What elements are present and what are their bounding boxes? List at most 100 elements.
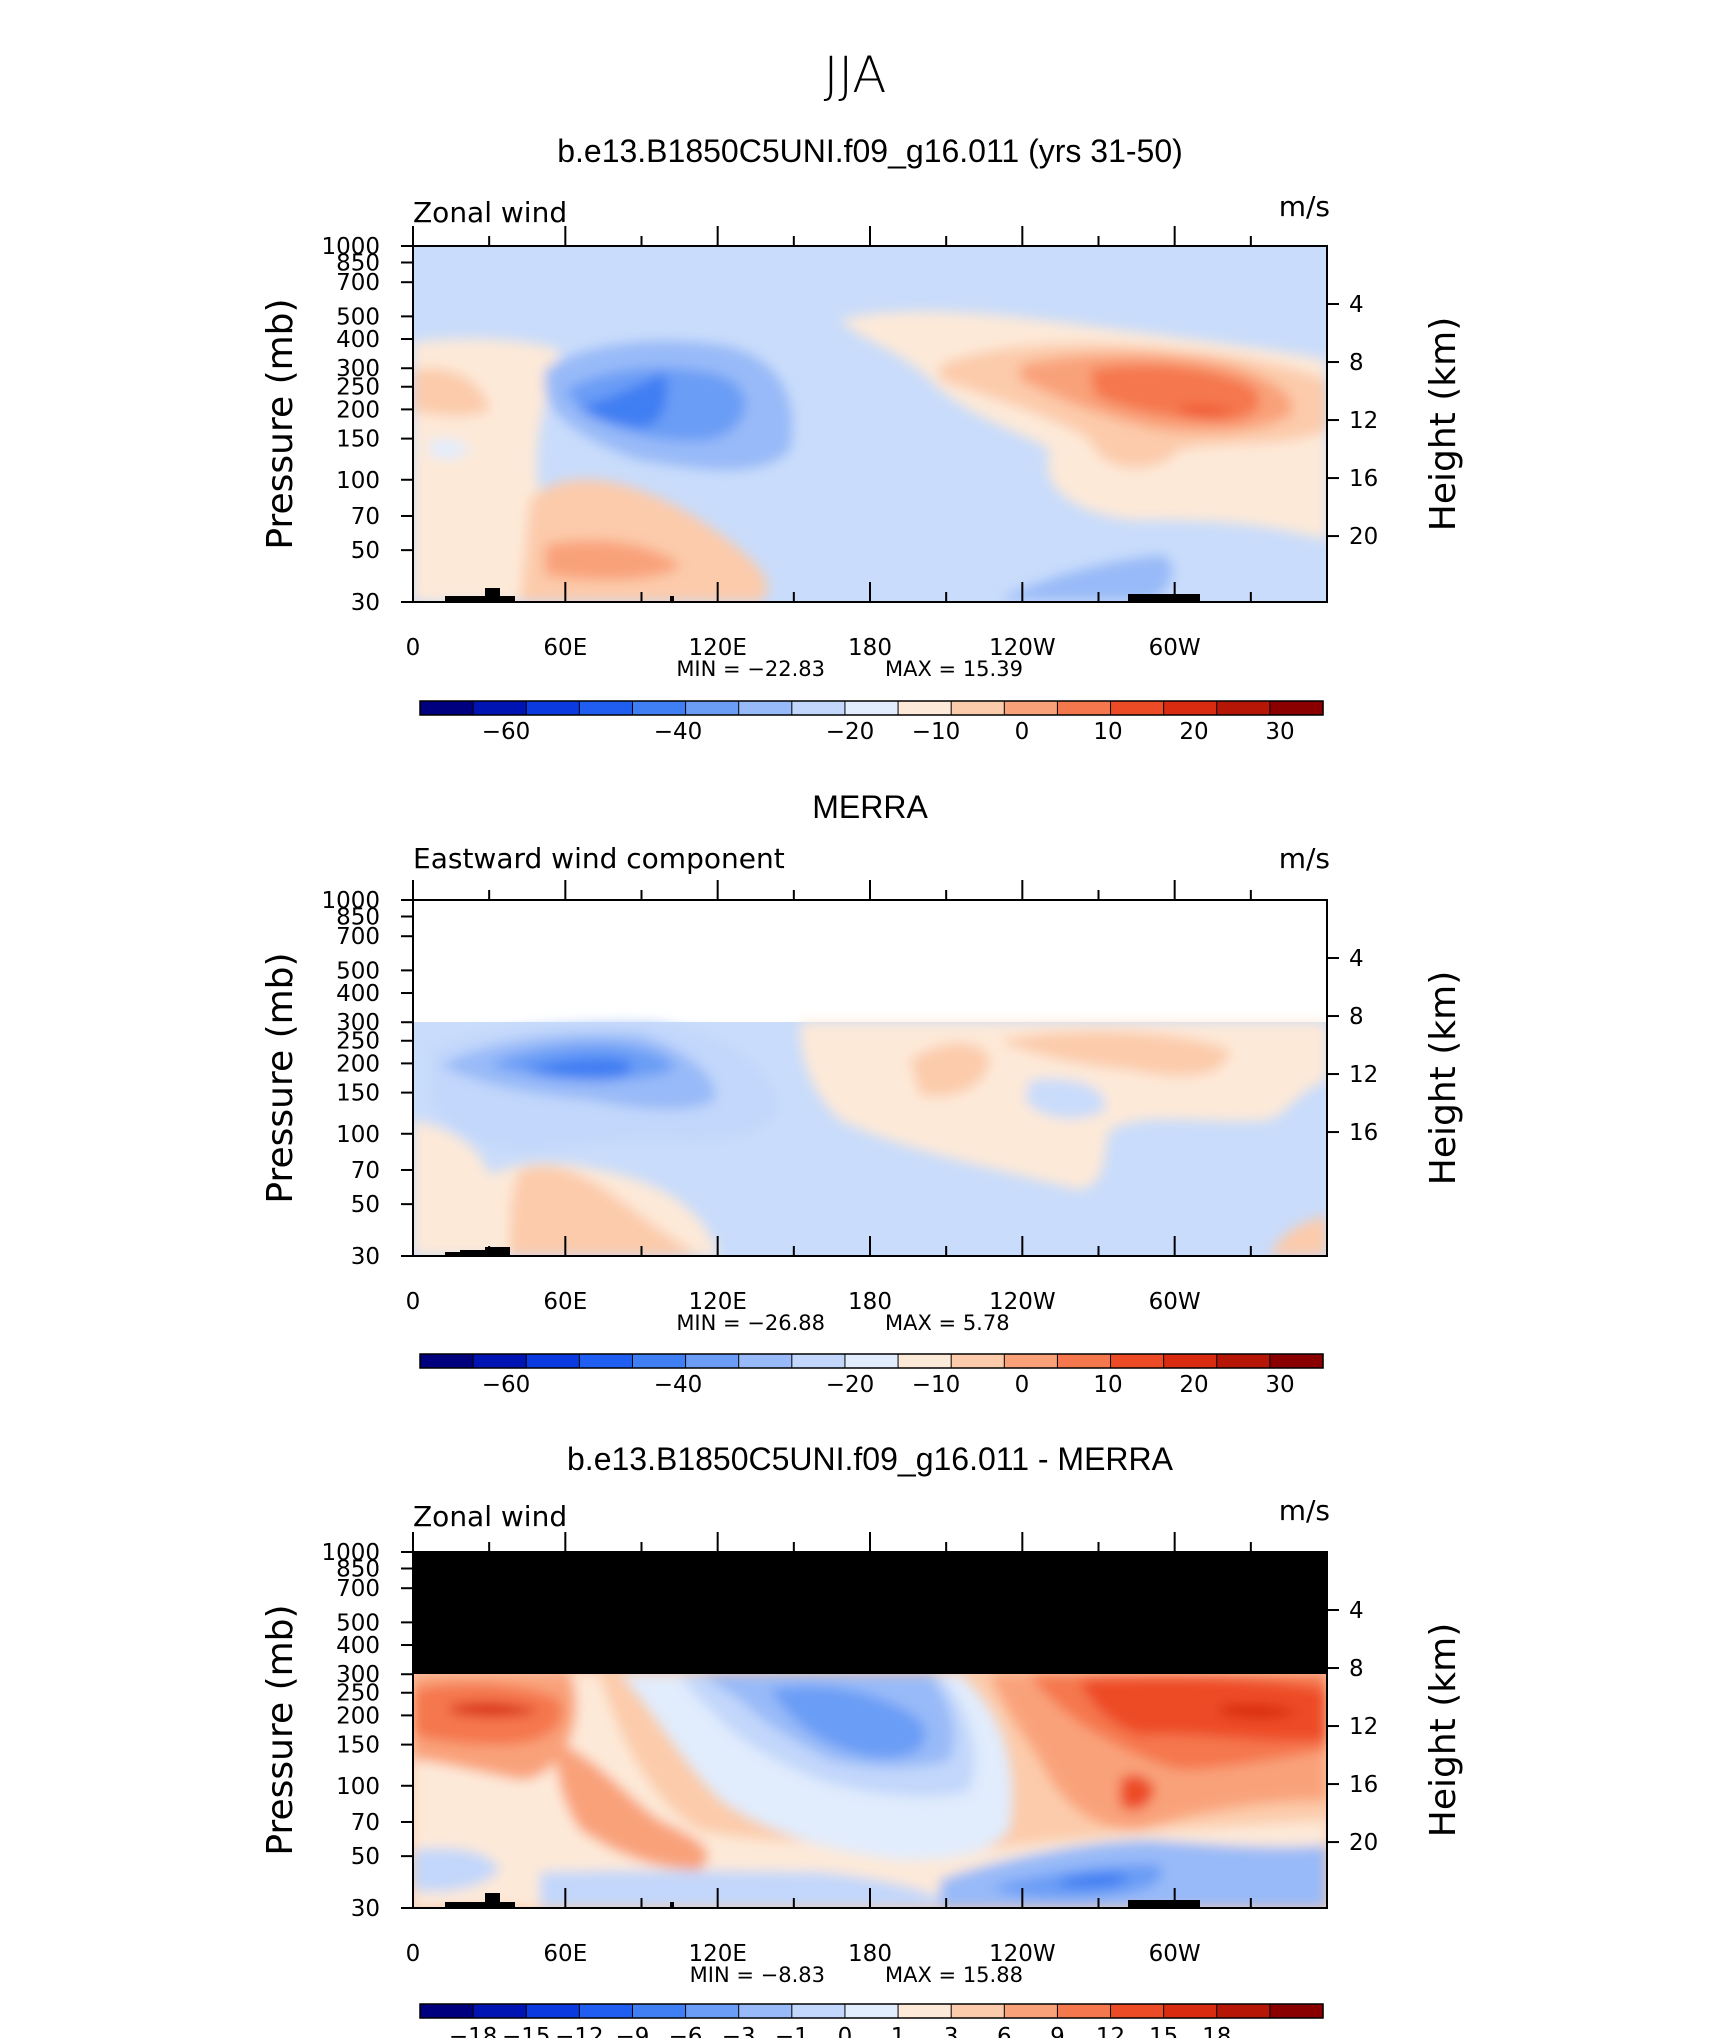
colorbar-swatch <box>1110 2004 1165 2018</box>
colorbar-swatch <box>738 701 793 715</box>
y-axis-right-label: Height (km) <box>1423 971 1464 1185</box>
x-tick-label: 120E <box>688 1941 746 1967</box>
panel-title: b.e13.B1850C5UNI.f09_g16.011 - MERRA <box>567 1441 1174 1477</box>
colorbar-label: 3 <box>944 2024 959 2038</box>
panel-model: b.e13.B1850C5UNI.f09_g16.011 (yrs 31-50)… <box>412 133 1330 603</box>
y-tick-label: 30 <box>351 1244 380 1270</box>
y-tick-label: 1000 <box>321 234 380 260</box>
colorbar-label: −20 <box>826 719 875 745</box>
y-right-tick-label: 16 <box>1349 1120 1378 1146</box>
y-right-tick-label: 12 <box>1349 1062 1378 1088</box>
colorbar-swatch <box>791 1354 846 1368</box>
y-tick-label: 50 <box>351 1844 380 1870</box>
colorbar-label: −10 <box>912 719 961 745</box>
colorbar-swatch <box>579 1354 634 1368</box>
y-axis-right-label: Height (km) <box>1423 1623 1464 1837</box>
colorbar-swatch <box>473 2004 527 2018</box>
colorbar-label: −3 <box>722 2024 756 2038</box>
colorbar-swatch <box>951 1354 1005 1368</box>
topography <box>445 1247 510 1256</box>
x-tick-label: 180 <box>848 1941 892 1967</box>
x-tick-label: 60W <box>1149 1289 1201 1315</box>
y-tick-label: 200 <box>336 1051 380 1077</box>
y-tick-label: 100 <box>336 1774 380 1800</box>
min-label: MIN = −26.88 <box>676 1311 825 1335</box>
y-right-tick-label: 8 <box>1349 350 1364 376</box>
y-tick-label: 300 <box>336 1010 380 1036</box>
colorbar-swatch <box>844 1354 899 1368</box>
colorbar-label: 1 <box>891 2024 906 2038</box>
colorbar-label: 0 <box>1015 1372 1030 1398</box>
y-axis-label: Pressure (mb) <box>260 298 301 549</box>
panel-title: MERRA <box>812 789 928 825</box>
y-tick-label: 50 <box>351 538 380 564</box>
y-right-tick-label: 12 <box>1349 1714 1378 1740</box>
colorbar-label: 9 <box>1050 2024 1065 2038</box>
colorbar-label: 15 <box>1149 2024 1178 2038</box>
colorbar-label: −6 <box>669 2024 703 2038</box>
y-axis-label: Pressure (mb) <box>260 952 301 1203</box>
y-tick-label: 500 <box>336 958 380 984</box>
colorbar-label: 0 <box>838 2024 853 2038</box>
colorbar-label: 10 <box>1093 1372 1122 1398</box>
x-tick-label: 60E <box>543 1941 587 1967</box>
axes-and-colorbars: 0 60E 120E 180 120W 60W3050701001502002503004… <box>260 226 1464 2042</box>
x-tick-label: 0 <box>406 635 421 661</box>
y-tick-label: 850 <box>336 1556 380 1582</box>
colorbar-swatch <box>951 701 1005 715</box>
y-tick-label: 150 <box>336 1733 380 1759</box>
y-tick-label: 150 <box>336 1081 380 1107</box>
max-label: MAX = 15.39 <box>885 657 1023 681</box>
colorbar-label: 0 <box>1015 719 1030 745</box>
colorbar-swatch <box>1057 2004 1112 2018</box>
units-label: m/s <box>1279 1494 1330 1527</box>
colorbar-label: −10 <box>912 1372 961 1398</box>
colorbar-label: −9 <box>616 2024 650 2038</box>
colorbar-swatch <box>473 1354 527 1368</box>
colorbar-swatch <box>1216 701 1271 715</box>
colorbar-swatch <box>844 701 899 715</box>
colorbar-swatch <box>632 1354 687 1368</box>
colorbar-swatch <box>1269 1354 1324 1368</box>
colorbar-swatch <box>1163 2004 1218 2018</box>
y-right-tick-label: 20 <box>1349 1830 1378 1856</box>
colorbar-swatch <box>632 701 687 715</box>
variable-label: Zonal wind <box>413 196 567 229</box>
colorbar-swatch <box>685 2004 740 2018</box>
units-label: m/s <box>1279 190 1330 223</box>
y-right-tick-label: 4 <box>1349 292 1364 318</box>
y-tick-label: 30 <box>351 1896 380 1922</box>
colorbar-swatch <box>951 2004 1005 2018</box>
colorbar-swatch <box>738 1354 793 1368</box>
x-tick-label: 120W <box>989 635 1056 661</box>
colorbar-swatch <box>1004 701 1059 715</box>
x-tick-label: 60E <box>543 1289 587 1315</box>
min-label: MIN = −8.83 <box>690 1963 825 1987</box>
y-right-tick-label: 16 <box>1349 466 1378 492</box>
contour-plot <box>412 1551 1328 1909</box>
colorbar-swatch <box>791 2004 846 2018</box>
colorbar-label: 20 <box>1179 719 1208 745</box>
colorbar-label: −18 <box>449 2024 498 2038</box>
x-tick-label: 60W <box>1149 635 1201 661</box>
colorbar-label: −40 <box>654 719 703 745</box>
contour-fills <box>413 1021 1327 1256</box>
colorbar-label: −15 <box>502 2024 551 2038</box>
colorbar-swatch <box>685 1354 740 1368</box>
y-tick-label: 100 <box>336 1122 380 1148</box>
contour-plot <box>412 899 1328 1257</box>
y-right-tick-label: 8 <box>1349 1656 1364 1682</box>
colorbar-label: 6 <box>997 2024 1012 2038</box>
colorbar-swatch <box>844 2004 899 2018</box>
colorbar-swatch <box>898 701 952 715</box>
x-tick-label: 0 <box>406 1289 421 1315</box>
y-right-tick-label: 16 <box>1349 1772 1378 1798</box>
y-tick-label: 850 <box>336 904 380 930</box>
colorbar-swatch <box>1163 701 1218 715</box>
colorbar-swatch <box>1110 1354 1165 1368</box>
colorbar-swatch <box>420 1354 474 1368</box>
colorbar-label: 30 <box>1265 1372 1294 1398</box>
colorbar-swatch <box>738 2004 793 2018</box>
y-tick-label: 1000 <box>321 888 380 914</box>
